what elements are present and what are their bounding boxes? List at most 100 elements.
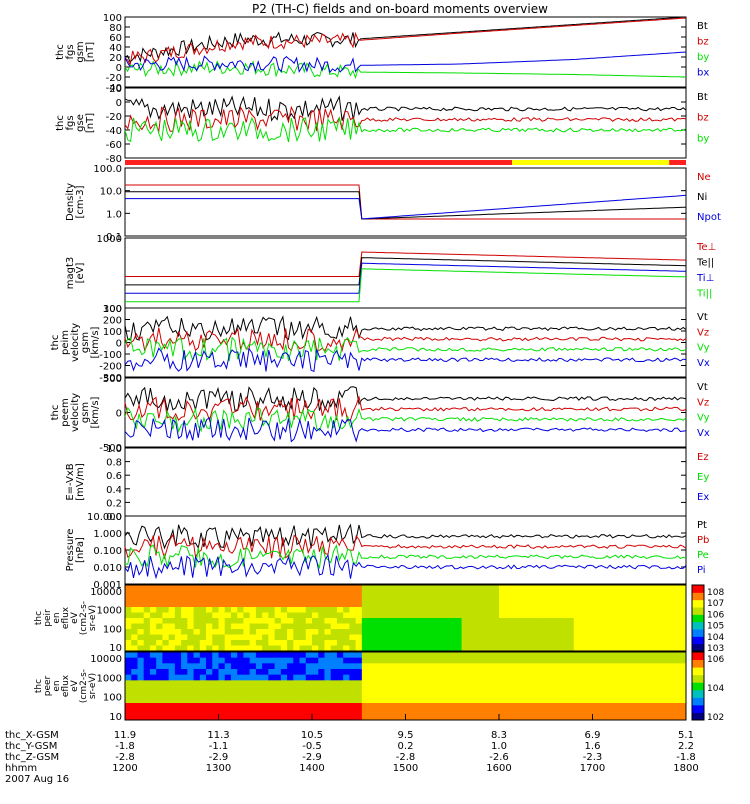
colorbar-label: 104 [707, 633, 724, 643]
spectro-cell [555, 669, 562, 676]
spectro-cell [499, 629, 506, 635]
spectro-cell [654, 618, 662, 624]
spectro-cell [499, 618, 506, 624]
xaxis-value: 1800 [673, 763, 698, 774]
spectro-cell [604, 618, 612, 624]
spectro-cell [224, 645, 232, 652]
spectro-cell [293, 590, 301, 597]
spectro-cell [262, 634, 269, 641]
spectro-cell [642, 680, 650, 687]
spectro-cell [143, 703, 151, 710]
spectro-cell [143, 629, 151, 635]
spectro-cell [243, 691, 251, 698]
ylabel-group: thc peim velocity gsm [km/s] [50, 323, 101, 362]
spectro-cell [206, 657, 213, 664]
spectro-cell [374, 680, 382, 687]
ytick-label: 0.8 [106, 458, 122, 469]
xaxis-value: 1300 [206, 763, 231, 774]
spectro-cell [573, 629, 581, 635]
spectro-cell [287, 607, 294, 613]
spectro-cell [237, 708, 244, 715]
spectro-cell [667, 596, 675, 602]
spectro-cell [212, 697, 219, 704]
spectro-cell [661, 663, 668, 670]
spectro-cell [611, 629, 618, 635]
spectro-cell [467, 697, 475, 704]
spectro-cell [143, 652, 151, 659]
spectro-cell [586, 596, 593, 602]
spectro-cell [467, 663, 475, 670]
spectro-cell [611, 590, 618, 597]
spectro-cell [405, 640, 413, 646]
spectro-cell [424, 645, 431, 652]
spectro-cell [318, 669, 325, 676]
spectro-cell [343, 708, 350, 715]
spectro-cell [349, 652, 357, 659]
spectro-cell [436, 657, 444, 664]
spectro-cell [181, 585, 188, 591]
spectro-cell [374, 623, 382, 630]
spectro-cell [461, 714, 469, 721]
spectro-cell [604, 585, 612, 591]
spectro-cell [280, 596, 288, 602]
spectro-cell [617, 714, 625, 721]
spectro-cell [511, 590, 519, 597]
spectro-cell [679, 618, 687, 624]
spectro-cell [405, 601, 413, 608]
xaxis-value: 11.3 [207, 730, 229, 741]
spectro-cell [131, 590, 138, 597]
spectro-cell [617, 691, 625, 698]
xaxis-value: 5.1 [678, 730, 694, 741]
spectro-cell [598, 669, 606, 676]
spectro-cell [249, 657, 257, 664]
spectro-cell [336, 590, 344, 597]
spectro-cell [193, 590, 201, 597]
spectro-cell [156, 703, 163, 710]
spectro-cell [505, 596, 512, 602]
spectro-cell [187, 680, 195, 687]
spectro-cell [206, 680, 213, 687]
spectro-cell [511, 596, 519, 602]
spectro-cell [343, 680, 350, 687]
spectro-cell [287, 697, 294, 704]
spectro-cell [530, 691, 537, 698]
spectro-cell [461, 708, 469, 715]
spectro-cell [505, 618, 512, 624]
spectro-cell [636, 652, 643, 659]
spectro-cell [187, 703, 195, 710]
spectro-cell [561, 601, 569, 608]
spectro-cell [611, 686, 618, 693]
spectro-cell [162, 612, 170, 619]
spectro-cell [548, 663, 556, 670]
spectro-cell [206, 691, 213, 698]
spectro-cell [181, 640, 188, 646]
spectro-cell [679, 623, 687, 630]
xaxis-value: 1600 [486, 763, 511, 774]
spectro-cell [386, 703, 394, 710]
spectro-cell [648, 714, 656, 721]
spectro-cell [436, 703, 444, 710]
spectro-cell [455, 596, 463, 602]
spectro-cell [268, 629, 276, 635]
spectro-cell [187, 623, 195, 630]
spectro-cell [523, 691, 531, 698]
spectro-cell [654, 607, 662, 613]
spectro-cell [474, 686, 481, 693]
spectro-cell [530, 645, 537, 652]
spectro-cell [555, 714, 562, 721]
spectro-cell [511, 691, 519, 698]
spectro-cell [249, 601, 257, 608]
spectro-cell [573, 585, 581, 591]
spectro-cell [667, 618, 675, 624]
spectro-cell [505, 657, 512, 664]
spectro-cell [449, 703, 456, 710]
spectro-cell [274, 612, 282, 619]
spectro-cell [125, 640, 132, 646]
spectro-cell [542, 590, 550, 597]
spectro-cell [386, 596, 394, 602]
spectro-cell [355, 607, 363, 613]
spectro-cell [654, 657, 662, 664]
spectro-cell [673, 686, 681, 693]
